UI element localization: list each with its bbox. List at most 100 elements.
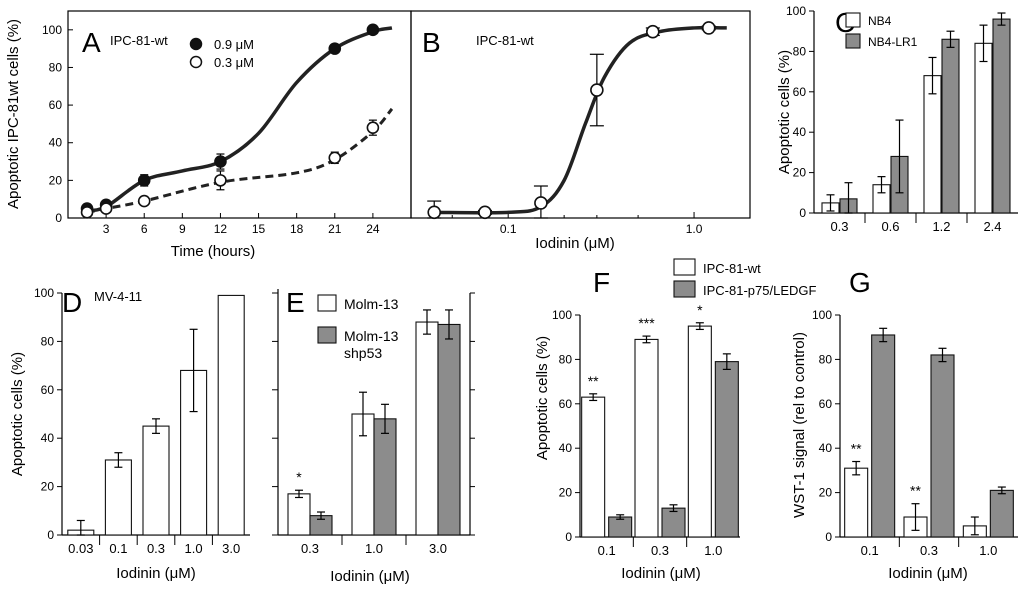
- panel-a-ytick-label: 40: [49, 136, 63, 150]
- panel-g-xtick-label: 1.0: [979, 543, 997, 558]
- panel-a-xtick-label: 15: [252, 222, 266, 236]
- panel-a-point-filled: [214, 155, 227, 168]
- panel-c-xtick-label: 0.3: [830, 219, 848, 234]
- panel-f-legend-swatch: [673, 258, 696, 276]
- panel-a-ytick-label: 80: [49, 60, 63, 74]
- panel-c-ytick-label: 60: [793, 85, 807, 99]
- panel-letter-e: E: [286, 287, 305, 318]
- panel-f-bar-ipc-81-wt: [634, 338, 659, 538]
- panel-f-legend-swatch: [673, 280, 696, 298]
- panel-b-point: [478, 205, 492, 220]
- panel-d-ytick-label: 40: [41, 431, 55, 445]
- panel-d-bar-mv-4-11: [217, 294, 245, 536]
- panel-a-point-open: [99, 202, 113, 215]
- panel-f-ytick-label: 40: [559, 441, 573, 455]
- panel-a-ytick-label: 20: [49, 173, 63, 187]
- panel-e-xlabel: Iodinin (μM): [330, 568, 410, 585]
- panel-letter-f: F: [593, 267, 610, 298]
- panel-d-xtick-label: 3.0: [222, 541, 240, 556]
- panel-g-significance: **: [910, 483, 921, 499]
- panel-g-bar-ipc-81-p75-ledgf: [930, 354, 955, 538]
- panel-a-legend-marker-filled: [189, 37, 203, 51]
- panel-b-curve: [434, 25, 727, 215]
- panel-f-ytick-label: 20: [559, 486, 573, 500]
- panel-g-xtick-label: 0.1: [861, 543, 879, 558]
- panel-g-xtick-label: 0.3: [920, 543, 938, 558]
- panel-f-xlabel: Iodinin (μM): [621, 565, 701, 582]
- panel-c-xtick-label: 1.2: [932, 219, 950, 234]
- panel-d-xtick-label: 0.3: [147, 541, 165, 556]
- panel-f-ytick-label: 80: [559, 352, 573, 366]
- panel-b-subtitle: IPC-81-wt: [476, 33, 534, 48]
- panel-b-point: [590, 83, 604, 97]
- panel-a-xtick-label: 12: [214, 222, 228, 236]
- panel-a-point-open: [214, 174, 227, 187]
- panel-c-ytick-label: 0: [799, 206, 806, 220]
- panel-c-bar-nb4: [923, 75, 942, 214]
- panel-c-xtick-label: 2.4: [983, 219, 1001, 234]
- panel-b-xlabel: Iodinin (μM): [535, 235, 615, 252]
- panel-g-ytick-label: 40: [819, 441, 833, 455]
- panel-a-ytick-label: 0: [55, 211, 62, 225]
- panel-g-ytick-label: 20: [819, 486, 833, 500]
- panel-e-xtick-label: 3.0: [429, 541, 447, 556]
- panel-a-legend-label: 0.3 μM: [214, 55, 254, 70]
- panel-a-ylabel: Apoptotic IPC-81wt cells (%): [5, 19, 22, 209]
- panel-letter-b: B: [422, 27, 441, 58]
- panel-a-xtick-label: 6: [141, 222, 148, 236]
- panel-a-ytick-label: 60: [49, 98, 63, 112]
- panel-a-legend-marker-open: [189, 55, 203, 69]
- panel-g-ytick-label: 80: [819, 352, 833, 366]
- panel-e-bar-molm-13-shp53: [437, 323, 461, 536]
- panel-c-ytick-label: 100: [786, 4, 806, 18]
- panel-c-xtick-label: 0.6: [881, 219, 899, 234]
- panel-b-point: [427, 205, 442, 220]
- panel-a-point-open: [80, 206, 94, 219]
- panel-g-bar-ipc-81-p75-ledgf: [871, 334, 896, 538]
- panel-a-point-filled: [328, 42, 342, 55]
- panel-a-point-open: [366, 121, 380, 134]
- panel-f-significance: *: [697, 302, 703, 318]
- panel-e-xtick-label: 1.0: [365, 541, 383, 556]
- panel-f-ytick-label: 60: [559, 397, 573, 411]
- panel-a-xtick-label: 24: [366, 222, 380, 236]
- panel-f-xtick-label: 0.3: [651, 543, 669, 558]
- panel-f-bar-ipc-81-p75-ledgf: [714, 361, 739, 538]
- panel-e-bar-molm-13: [415, 321, 439, 536]
- panel-b-point: [701, 21, 716, 35]
- panel-g-significance: **: [851, 441, 862, 457]
- panel-a-xtick-label: 3: [103, 222, 110, 236]
- panel-d-bar-mv-4-11: [104, 459, 132, 536]
- panel-c-ytick-label: 80: [793, 44, 807, 58]
- panel-e-legend-label: Molm-13: [344, 296, 399, 312]
- panel-d-ytick-label: 60: [41, 383, 55, 397]
- panel-d-xtick-label: 1.0: [185, 541, 203, 556]
- panel-f-xtick-label: 1.0: [704, 543, 722, 558]
- panel-e-legend-swatch: [317, 326, 337, 344]
- panel-a-point-open: [328, 151, 342, 165]
- panel-d-ylabel: Apoptotic cells (%): [9, 352, 26, 476]
- panel-e-legend-label: Molm-13: [344, 328, 399, 344]
- panel-a-ytick-label: 100: [42, 23, 62, 37]
- panel-d-ytick-label: 20: [41, 480, 55, 494]
- panel-f-bar-ipc-81-p75-ledgf: [608, 516, 633, 538]
- panel-f-bar-ipc-81-wt: [687, 325, 712, 538]
- panel-f-legend-label: IPC-81-wt: [703, 261, 761, 276]
- panel-g-ytick-label: 60: [819, 397, 833, 411]
- panel-d-xtick-label: 0.1: [109, 541, 127, 556]
- panel-a-subtitle: IPC-81-wt: [110, 33, 168, 48]
- panel-d-subtitle: MV-4-11: [94, 289, 142, 304]
- panel-letter-g: G: [849, 267, 871, 298]
- panel-c-ylabel: Apoptotic cells (%): [776, 50, 793, 174]
- panel-b-point: [534, 196, 548, 210]
- panel-d-bar-mv-4-11: [142, 425, 170, 536]
- panel-g-ytick-label: 100: [812, 308, 832, 322]
- panel-b-xtick-label: 1.0: [686, 222, 703, 236]
- panel-c-ytick-label: 20: [793, 166, 807, 180]
- panel-c-legend-label: NB4: [868, 14, 892, 28]
- panel-d-ytick-label: 100: [34, 286, 54, 300]
- panel-a-point-filled: [137, 174, 151, 187]
- panel-c-legend-label: NB4-LR1: [868, 35, 918, 49]
- panel-f-ylabel: Apoptotic cells (%): [534, 336, 551, 460]
